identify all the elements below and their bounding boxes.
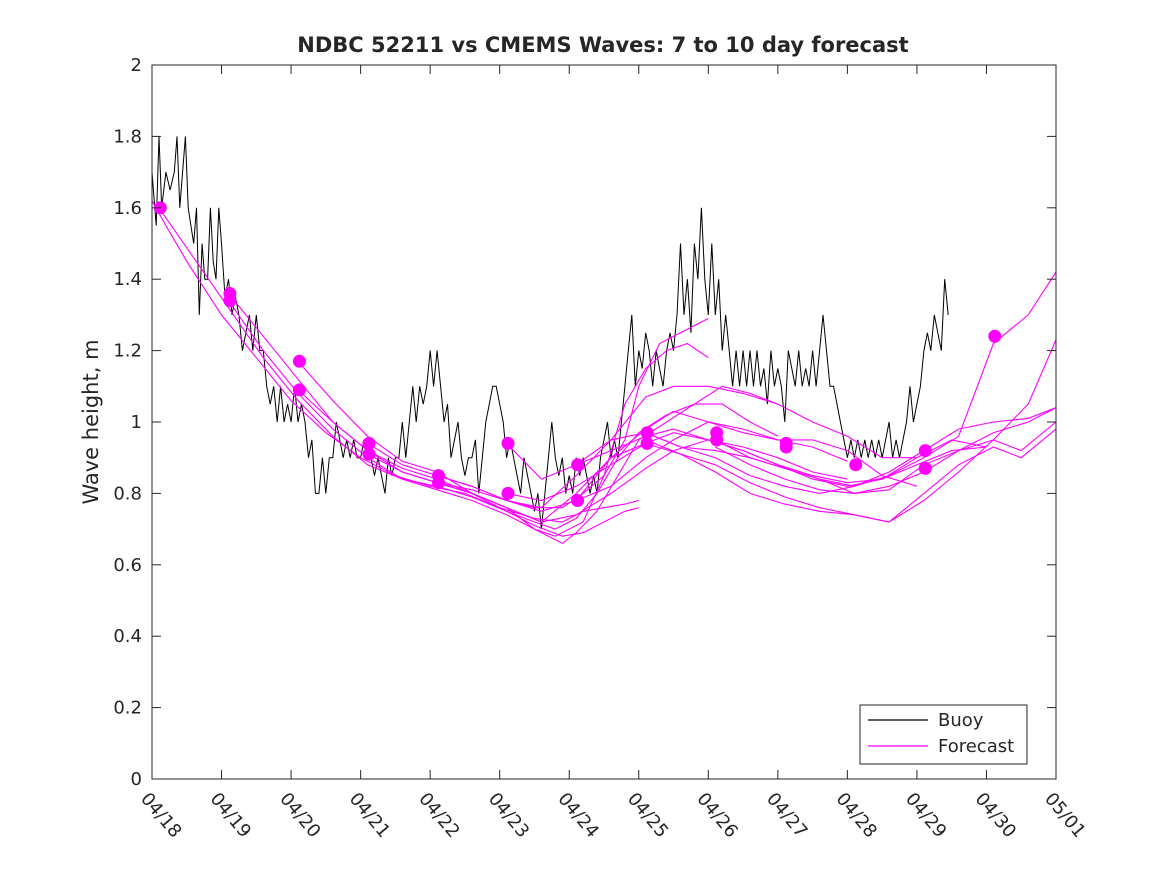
forecast-line-16 bbox=[645, 339, 1057, 523]
y-tick-label: 1.6 bbox=[113, 198, 142, 219]
buoy-line bbox=[151, 136, 949, 530]
forecast-series bbox=[151, 200, 1057, 545]
forecast-line-6 bbox=[297, 389, 779, 545]
forecast-line-4 bbox=[228, 300, 709, 537]
forecast-line-10 bbox=[436, 410, 918, 523]
y-tick-label: 1.4 bbox=[113, 269, 142, 290]
plot-background bbox=[152, 65, 1056, 779]
chart-title: NDBC 52211 vs CMEMS Waves: 7 to 10 day f… bbox=[297, 33, 908, 57]
y-tick-label: 0.2 bbox=[113, 698, 142, 719]
y-tick-label: 1 bbox=[131, 412, 142, 433]
legend-forecast-label: Forecast bbox=[938, 736, 1014, 757]
legend-buoy-label: Buoy bbox=[938, 710, 984, 731]
y-tick-label: 2 bbox=[131, 55, 142, 76]
forecast-line-17 bbox=[715, 271, 1057, 487]
y-tick-label: 1.2 bbox=[113, 341, 142, 362]
y-axis-label: Wave height, m bbox=[79, 339, 103, 504]
forecast-marker-7 bbox=[362, 447, 376, 461]
forecast-marker-14 bbox=[640, 426, 654, 440]
forecast-marker-21 bbox=[918, 444, 932, 458]
forecast-line-9 bbox=[436, 385, 917, 509]
forecast-marker-9 bbox=[432, 476, 445, 490]
legend: Buoy Forecast bbox=[859, 704, 1028, 765]
forecast-marker-19 bbox=[779, 440, 793, 454]
forecast-marker-17 bbox=[710, 433, 724, 447]
forecast-marker-10 bbox=[501, 436, 515, 450]
forecast-marker-13 bbox=[571, 494, 585, 507]
forecast-line-18 bbox=[715, 407, 1057, 494]
y-axis: 0 0.2 0.4 0.6 0.8 1 1.2 1.4 1.6 1.8 2 bbox=[113, 55, 1056, 790]
forecast-marker-3 bbox=[223, 294, 237, 308]
forecast-marker-23 bbox=[988, 329, 1002, 343]
forecast-marker-22 bbox=[918, 461, 932, 475]
y-tick-label: 0.8 bbox=[113, 483, 142, 504]
forecast-marker-20 bbox=[849, 458, 863, 472]
forecast-line-5 bbox=[297, 360, 778, 530]
y-tick-label: 1.8 bbox=[113, 126, 142, 147]
forecast-marker-11 bbox=[501, 486, 515, 500]
legend-box bbox=[859, 704, 1028, 765]
forecast-line-12 bbox=[506, 432, 987, 502]
forecast-marker-12 bbox=[571, 458, 585, 472]
forecast-marker-6 bbox=[362, 436, 376, 450]
y-tick-label: 0.4 bbox=[113, 626, 142, 647]
y-tick-label: 0.6 bbox=[113, 555, 142, 576]
forecast-markers bbox=[153, 201, 1002, 507]
forecast-marker-4 bbox=[292, 354, 306, 368]
forecast-marker-15 bbox=[640, 436, 654, 450]
forecast-line-14 bbox=[575, 428, 1057, 523]
forecast-marker-5 bbox=[292, 383, 306, 397]
buoy-series bbox=[151, 136, 949, 530]
y-tick-label: 0 bbox=[131, 769, 142, 790]
